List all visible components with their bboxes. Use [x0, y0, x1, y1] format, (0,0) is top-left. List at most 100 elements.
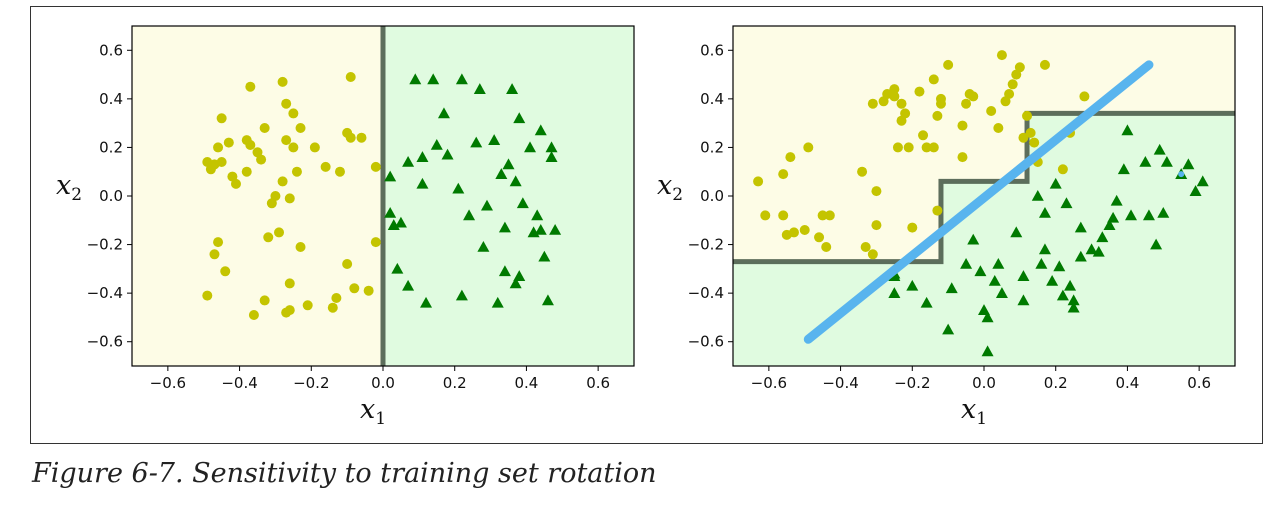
x-tick-label: 0.0 — [371, 374, 395, 392]
x-tick-label: 0.6 — [1187, 374, 1211, 392]
class-a-point — [363, 285, 374, 296]
x-tick-label: −0.4 — [221, 374, 257, 392]
class-b-point — [1067, 301, 1080, 313]
class-a-point — [857, 166, 868, 177]
class-a-point — [349, 283, 360, 294]
class-a-point — [867, 249, 878, 260]
class-b-point — [1074, 221, 1087, 233]
class-a-point — [327, 302, 338, 313]
class-a-point — [1029, 137, 1040, 148]
class-a-point — [342, 259, 353, 269]
class-b-point — [945, 282, 958, 294]
plot-area — [132, 26, 634, 366]
class-b-point — [1125, 209, 1138, 221]
class-b-point — [545, 151, 558, 162]
y-tick-label: 0.6 — [700, 41, 724, 59]
plot-area — [733, 26, 1235, 366]
class-a-point — [284, 193, 295, 204]
class-a-point — [277, 176, 288, 187]
class-a-point — [245, 140, 256, 150]
class-a-point — [860, 242, 871, 252]
class-b-point — [1035, 258, 1048, 269]
class-a-point — [230, 178, 241, 189]
class-b-point — [1182, 158, 1195, 170]
class-a-point — [202, 290, 213, 301]
class-a-point — [957, 120, 968, 131]
class-a-point — [1039, 59, 1050, 70]
class-b-point — [452, 182, 465, 194]
class-a-point — [889, 84, 900, 95]
class-b-point — [1142, 209, 1155, 221]
x-tick-label: 0.2 — [1044, 374, 1068, 392]
class-a-point — [209, 249, 220, 260]
class-a-point — [778, 169, 789, 180]
class-b-point — [402, 279, 415, 291]
y-tick-label: 0.4 — [99, 90, 123, 108]
class-a-point — [213, 237, 224, 248]
class-a-point — [928, 74, 939, 85]
class-a-point — [817, 210, 828, 221]
class-b-point — [498, 221, 511, 233]
class-b-point — [995, 287, 1008, 298]
class-b-point — [538, 250, 551, 262]
class-a-point — [291, 166, 302, 177]
class-b-point — [420, 296, 433, 308]
class-b-point — [1157, 207, 1170, 218]
class-b-point — [430, 139, 443, 150]
class-a-point — [259, 295, 270, 306]
class-a-point — [248, 310, 259, 320]
class-b-point — [455, 289, 468, 301]
class-b-point — [509, 175, 522, 187]
class-b-point — [502, 158, 515, 170]
class-b-point — [1074, 250, 1087, 262]
class-a-point — [903, 142, 914, 153]
class-b-point — [480, 199, 493, 211]
class-a-point — [216, 113, 227, 124]
class-a-point — [277, 76, 288, 87]
class-b-point — [534, 224, 547, 235]
class-b-point — [506, 83, 519, 94]
decision-region-a — [733, 26, 1235, 262]
class-a-point — [370, 237, 381, 248]
y-tick-label: −0.2 — [87, 236, 123, 254]
class-b-point — [1064, 279, 1077, 291]
class-b-point — [534, 124, 547, 136]
class-a-point — [961, 98, 972, 109]
class-a-point — [370, 161, 381, 172]
class-b-point — [981, 345, 994, 357]
class-b-point — [988, 275, 1001, 286]
class-b-point — [1153, 143, 1166, 155]
class-a-point — [241, 166, 252, 177]
y-axis-label: x2 — [56, 170, 82, 205]
figure-caption: Figure 6-7. Sensitivity to training set … — [32, 458, 657, 489]
class-a-point — [281, 135, 292, 146]
class-a-point — [263, 232, 274, 243]
class-b-point — [920, 296, 933, 308]
class-a-point — [213, 142, 224, 153]
class-a-point — [760, 210, 771, 221]
class-a-point — [753, 176, 764, 187]
class-b-point — [1046, 275, 1059, 286]
y-tick-label: −0.6 — [87, 333, 123, 351]
class-b-point — [384, 170, 397, 182]
class-a-point — [284, 278, 295, 289]
class-a-point — [288, 108, 299, 119]
class-a-point — [223, 137, 234, 148]
class-a-point — [1057, 164, 1068, 175]
class-a-point — [1079, 91, 1090, 102]
class-b-point — [1110, 194, 1123, 206]
class-b-point — [1139, 156, 1152, 167]
class-b-point — [1038, 243, 1051, 255]
class-a-point — [331, 293, 342, 303]
class-a-point — [1025, 127, 1036, 138]
class-b-point — [1017, 270, 1030, 281]
class-b-point — [1107, 211, 1120, 223]
y-tick-label: 0.2 — [99, 138, 123, 156]
class-a-point — [824, 210, 835, 221]
class-b-point — [1117, 163, 1130, 175]
class-a-point — [892, 142, 903, 153]
x-tick-label: 0.6 — [586, 374, 610, 392]
class-a-point — [785, 152, 796, 163]
class-a-point — [799, 225, 810, 235]
